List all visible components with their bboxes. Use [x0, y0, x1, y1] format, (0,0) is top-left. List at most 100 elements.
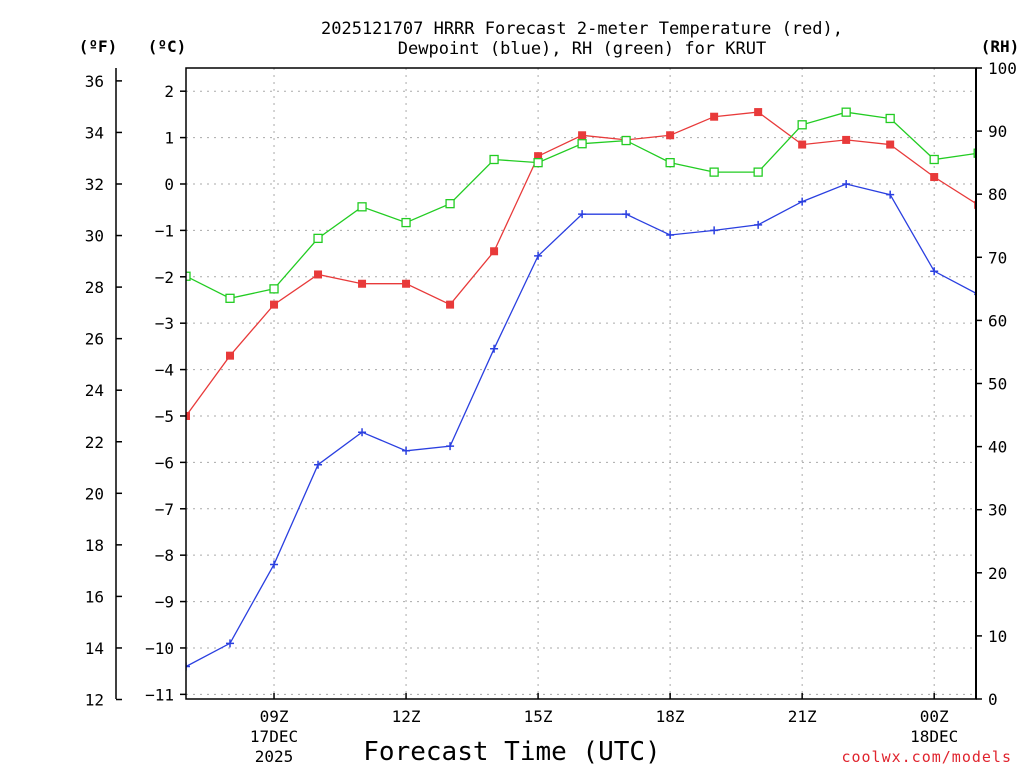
temperature-point — [226, 351, 235, 360]
rh-point — [841, 107, 851, 117]
celsius-tick-label: −9 — [155, 593, 174, 612]
celsius-tick-label: 0 — [164, 175, 174, 194]
temperature-point — [490, 247, 499, 256]
dewpoint-point — [490, 344, 499, 353]
celsius-tick-label: 1 — [164, 129, 174, 148]
dewpoint-point — [186, 662, 190, 671]
celsius-tick-label: −8 — [155, 546, 174, 565]
rh-unit-label: (RH) — [981, 37, 1020, 56]
celsius-tick-label: −7 — [155, 500, 174, 519]
celsius-tick-label: −3 — [155, 314, 174, 333]
rh-point — [753, 167, 763, 177]
dewpoint-point — [314, 460, 323, 469]
celsius-unit-label: (ºC) — [148, 37, 187, 56]
dewpoint-point — [754, 220, 763, 229]
fahrenheit-axis: 12 14 16 18 20 22 24 26 28 30 32 34 36 — [85, 72, 122, 710]
celsius-tick-label: −6 — [155, 453, 174, 472]
temperature-line — [186, 111, 976, 417]
dewpoint-point — [578, 210, 587, 219]
rh-tick-label: 50 — [988, 375, 1007, 394]
rh-point — [489, 154, 499, 165]
dewpoint-point — [930, 267, 939, 276]
rh-tick-label: 10 — [988, 627, 1007, 646]
temperature-point — [930, 173, 939, 182]
temperature-point — [578, 131, 587, 140]
rh-point — [401, 217, 411, 228]
celsius-tick-label: −11 — [145, 685, 174, 704]
x-tick-label: 15Z — [524, 707, 553, 726]
series-lines — [186, 111, 976, 668]
grid — [186, 68, 976, 699]
celsius-tick-label: −2 — [155, 268, 174, 287]
temperature-point — [186, 411, 190, 420]
temperature-point — [402, 279, 411, 288]
chart-title-line1: 2025121707 HRRR Forecast 2-meter Tempera… — [321, 19, 843, 39]
rh-point — [709, 167, 719, 177]
celsius-tick-label: −1 — [155, 221, 174, 240]
x-tick-label: 00Z — [920, 707, 949, 726]
fahrenheit-tick-label: 18 — [85, 536, 104, 555]
temperature-point — [534, 152, 543, 161]
rh-point — [357, 202, 367, 212]
rh-tick-label: 20 — [988, 564, 1007, 583]
chart-title-line2: Dewpoint (blue), RH (green) for KRUT — [398, 39, 766, 59]
fahrenheit-tick-label: 24 — [85, 381, 104, 400]
x-tick-label: 12Z — [392, 707, 421, 726]
fahrenheit-unit-label: (ºF) — [79, 37, 118, 56]
celsius-tick-label: −10 — [145, 639, 174, 658]
fahrenheit-tick-label: 16 — [85, 587, 104, 606]
fahrenheit-tick-label: 28 — [85, 278, 104, 297]
rh-point — [313, 233, 323, 244]
dewpoint-point — [666, 231, 675, 240]
temperature-point — [358, 279, 367, 288]
x-tick-year-label: 2025 — [255, 747, 294, 766]
fahrenheit-tick-label: 34 — [85, 123, 104, 142]
source-credit: coolwx.com/models — [841, 748, 1012, 766]
markers — [186, 107, 976, 671]
rh-point — [929, 154, 939, 165]
fahrenheit-tick-label: 30 — [85, 227, 104, 246]
temperature-point — [710, 112, 719, 121]
rh-point — [885, 113, 895, 124]
temperature-point — [798, 140, 807, 149]
temperature-point — [842, 135, 851, 144]
rh-axis: 0 10 20 30 40 50 60 70 80 90 100 — [976, 59, 1017, 709]
x-tick-date-label: 17DEC — [250, 727, 298, 746]
rh-point — [665, 157, 675, 168]
x-tick-label: 18Z — [656, 707, 685, 726]
temperature-point — [886, 140, 895, 149]
rh-tick-label: 0 — [988, 690, 998, 709]
dewpoint-point — [798, 197, 807, 206]
rh-tick-label: 100 — [988, 59, 1017, 78]
dewpoint-point — [270, 560, 279, 569]
fahrenheit-tick-label: 22 — [85, 433, 104, 452]
temperature-point — [446, 300, 455, 309]
fahrenheit-tick-label: 36 — [85, 72, 104, 91]
x-tick-label: 09Z — [260, 707, 289, 726]
rh-point — [225, 293, 235, 303]
rh-tick-label: 80 — [988, 185, 1007, 204]
celsius-tick-label: 2 — [164, 82, 174, 101]
rh-point — [269, 284, 279, 294]
temperature-point — [754, 108, 763, 117]
rh-point — [445, 199, 455, 209]
dewpoint-point — [710, 226, 719, 235]
x-axis-title: Forecast Time (UTC) — [363, 737, 660, 767]
rh-tick-label: 40 — [988, 438, 1007, 457]
fahrenheit-tick-label: 32 — [85, 175, 104, 194]
dewpoint-line — [186, 183, 976, 668]
x-tick-date-label: 18DEC — [910, 727, 958, 746]
dewpoint-point — [622, 210, 631, 219]
celsius-tick-label: −4 — [155, 361, 174, 380]
temperature-point — [314, 270, 323, 279]
fahrenheit-tick-label: 12 — [85, 691, 104, 710]
rh-tick-label: 30 — [988, 501, 1007, 520]
rh-point — [533, 157, 543, 168]
dewpoint-point — [358, 428, 367, 437]
dewpoint-point — [842, 179, 851, 188]
temperature-point — [270, 300, 279, 309]
rh-point — [797, 120, 807, 130]
